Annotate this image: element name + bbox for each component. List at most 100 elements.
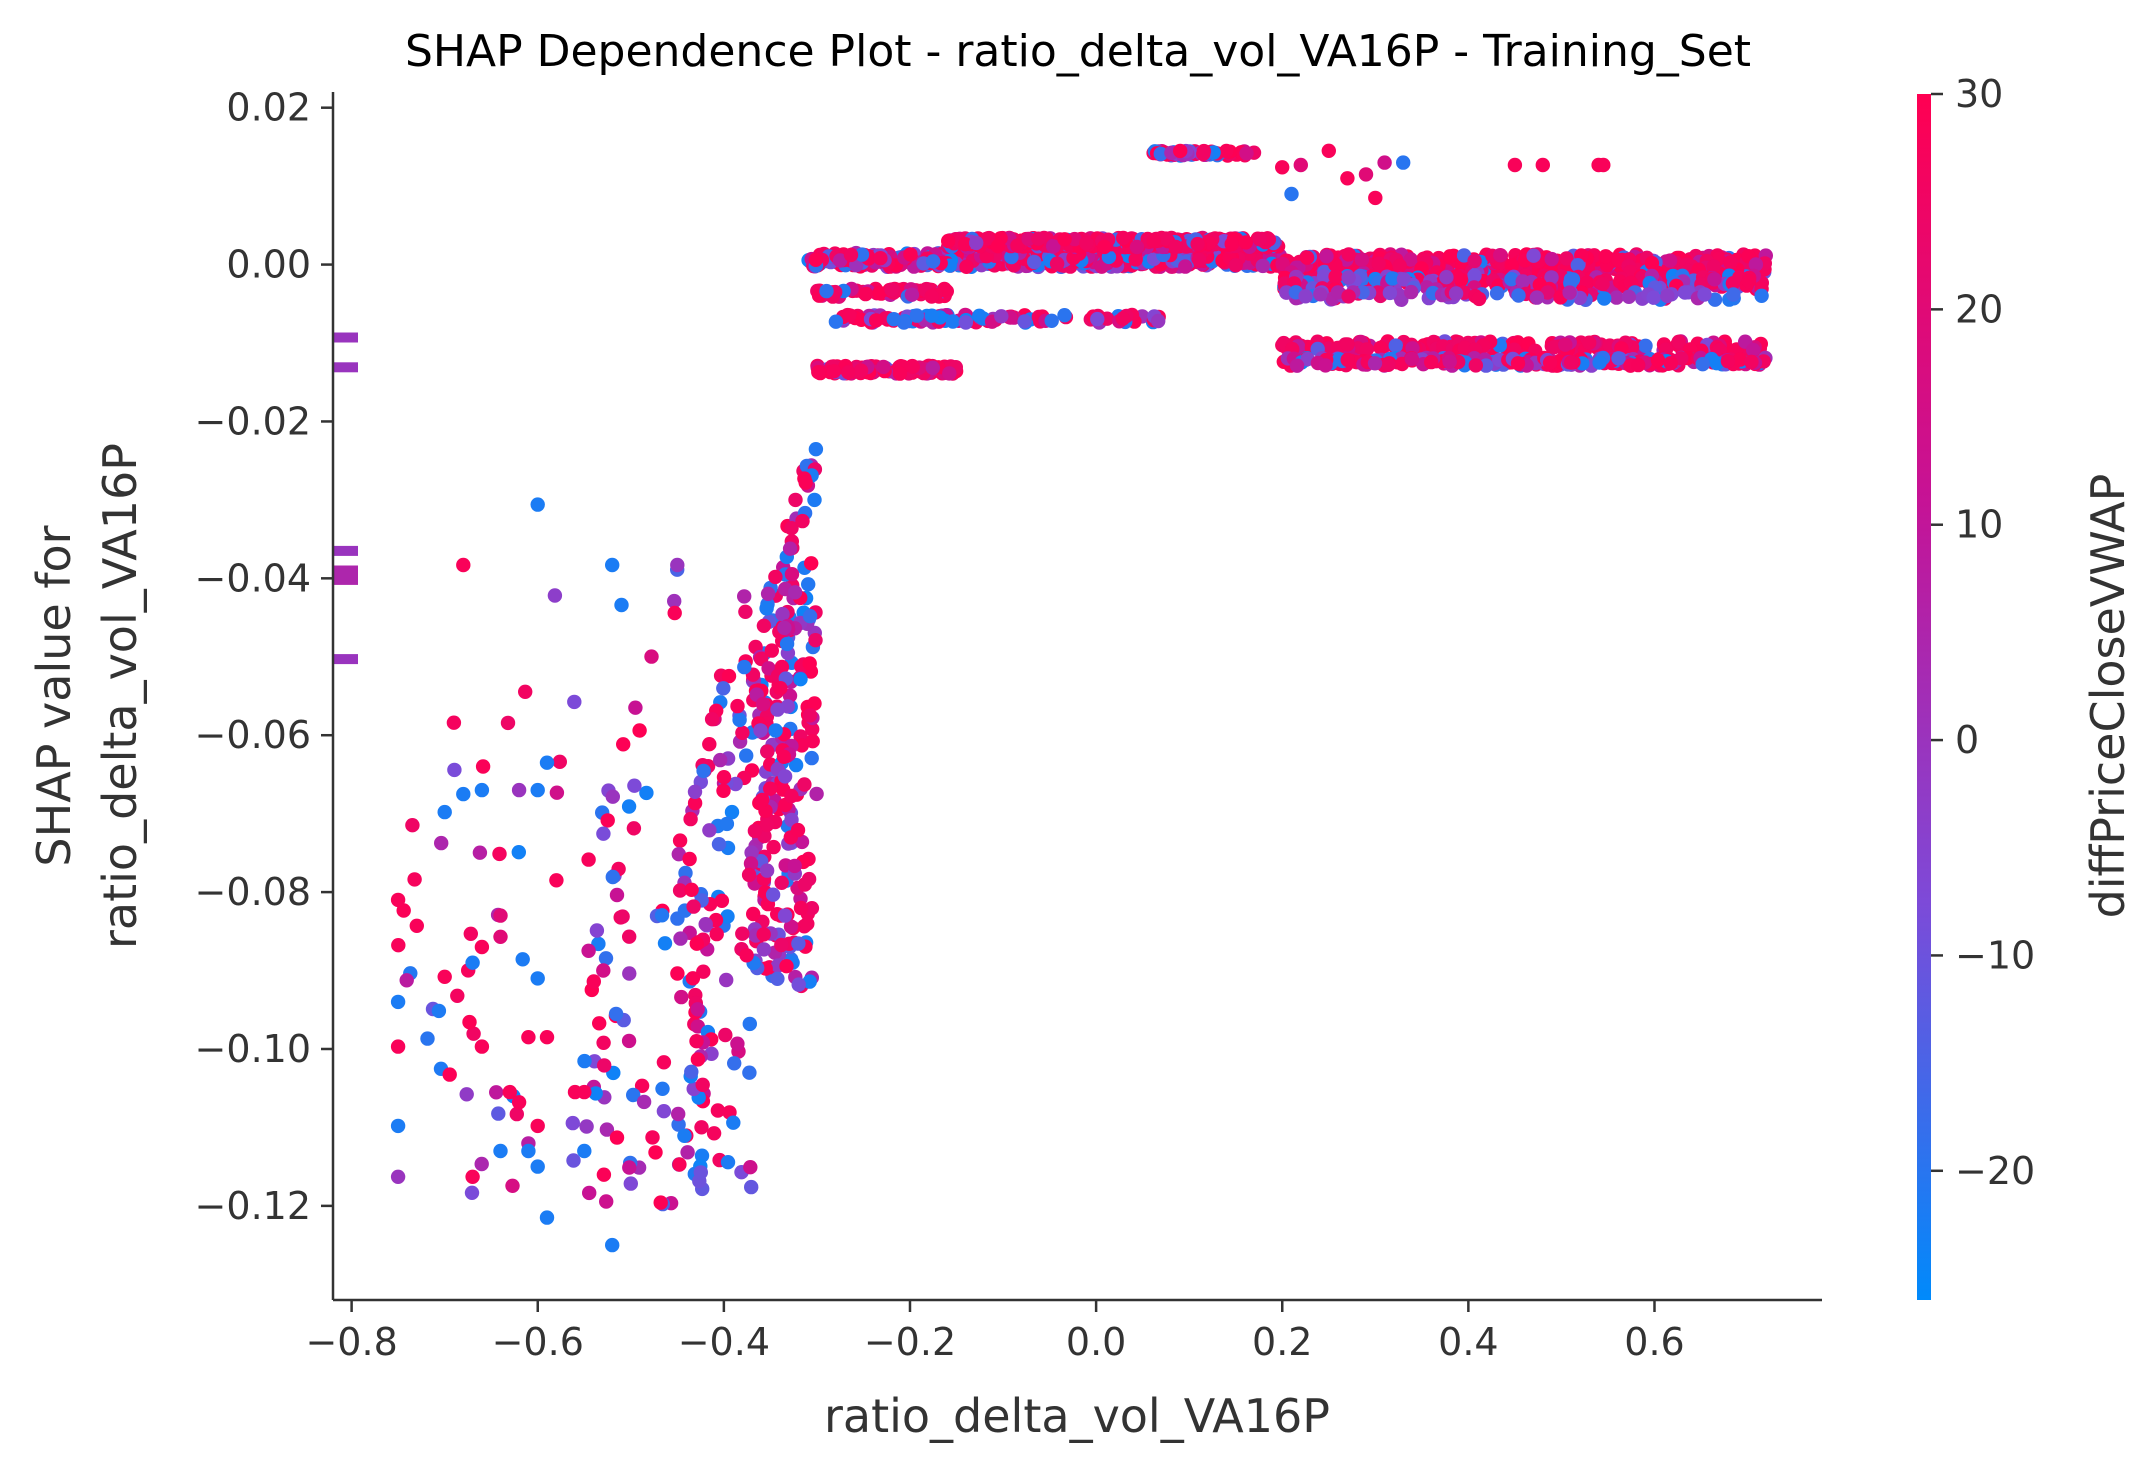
data-point <box>702 737 717 752</box>
colorbar-tick-label: 20 <box>1955 287 2003 331</box>
data-point <box>1515 274 1530 289</box>
data-point <box>597 1058 612 1073</box>
data-point <box>1744 354 1759 370</box>
data-point <box>1129 239 1145 255</box>
data-point <box>737 659 752 675</box>
data-point <box>493 1143 508 1159</box>
data-point <box>1596 157 1611 173</box>
data-point <box>795 513 810 529</box>
data-point <box>1316 269 1332 284</box>
data-point <box>605 1237 620 1253</box>
data-point <box>904 287 920 302</box>
data-point <box>794 834 810 850</box>
data-point <box>1238 235 1254 250</box>
data-point <box>687 784 703 799</box>
data-point <box>462 1014 477 1030</box>
data-point <box>1079 236 1094 251</box>
data-point <box>1049 256 1065 271</box>
data-point <box>530 497 545 512</box>
data-point <box>720 909 735 924</box>
data-point <box>958 315 973 330</box>
data-point <box>1377 155 1392 170</box>
data-point <box>1341 270 1356 285</box>
data-point <box>790 822 806 838</box>
chart-title: SHAP Dependence Plot - ratio_delta_vol_V… <box>405 26 1751 77</box>
data-point <box>500 715 516 731</box>
data-point <box>474 1039 490 1054</box>
data-point <box>1563 272 1579 287</box>
data-point <box>552 754 567 769</box>
data-point <box>1146 233 1161 249</box>
x-tick-label: 0.4 <box>1438 1320 1498 1364</box>
data-point <box>811 365 826 380</box>
data-point <box>730 1036 745 1051</box>
data-point <box>626 821 642 836</box>
data-point <box>627 778 642 793</box>
nan-marker <box>333 654 358 665</box>
data-point <box>1385 271 1400 286</box>
data-point <box>909 308 924 323</box>
data-point <box>798 475 813 490</box>
data-point <box>1004 249 1019 265</box>
data-point <box>677 1128 692 1144</box>
data-point <box>509 1106 524 1122</box>
data-point <box>793 900 809 916</box>
data-point <box>1158 231 1174 246</box>
data-point <box>656 1055 672 1070</box>
data-point <box>442 1067 457 1082</box>
data-point <box>1697 287 1712 302</box>
data-point <box>672 833 688 848</box>
data-point <box>759 863 775 878</box>
data-point <box>1027 254 1042 270</box>
data-point <box>1328 269 1343 284</box>
nan-marker <box>333 332 358 343</box>
data-point <box>1228 258 1243 273</box>
data-point <box>505 1178 520 1194</box>
data-point <box>784 521 799 536</box>
data-point <box>420 1031 435 1046</box>
data-point <box>788 492 803 508</box>
data-point <box>588 1086 603 1101</box>
data-point <box>530 1118 545 1134</box>
data-point <box>456 557 471 573</box>
data-point <box>1671 334 1686 349</box>
data-point <box>599 1194 614 1209</box>
data-point <box>600 813 615 828</box>
data-point <box>565 1115 580 1131</box>
data-point <box>670 966 685 981</box>
data-point <box>581 943 596 958</box>
data-point <box>807 696 822 711</box>
data-point <box>639 785 654 801</box>
data-point <box>760 586 776 601</box>
data-point <box>511 1095 527 1110</box>
data-point <box>1720 353 1736 369</box>
data-point <box>474 782 490 798</box>
data-point <box>1746 342 1761 358</box>
data-point <box>743 1160 758 1175</box>
y-tick-label: 0.02 <box>226 86 311 130</box>
data-point <box>969 235 984 251</box>
data-point <box>719 816 735 832</box>
data-point <box>648 1145 663 1160</box>
data-point <box>693 1165 708 1180</box>
data-point <box>1562 285 1577 300</box>
data-point <box>689 936 704 951</box>
data-point <box>1493 248 1508 263</box>
data-point <box>720 1155 736 1170</box>
data-point <box>716 770 732 785</box>
data-point <box>672 1157 687 1172</box>
data-point <box>614 597 629 613</box>
data-point <box>1535 157 1551 173</box>
x-tick-label: 0.2 <box>1252 1320 1312 1364</box>
data-point <box>788 757 804 773</box>
data-point <box>616 737 631 752</box>
data-point <box>858 286 874 301</box>
data-point <box>592 1016 607 1031</box>
data-point <box>959 259 974 274</box>
data-point <box>399 973 414 988</box>
data-point <box>596 1035 611 1051</box>
data-point <box>1396 155 1411 170</box>
data-point <box>958 237 973 252</box>
data-point <box>694 1120 709 1135</box>
data-point <box>735 725 750 740</box>
